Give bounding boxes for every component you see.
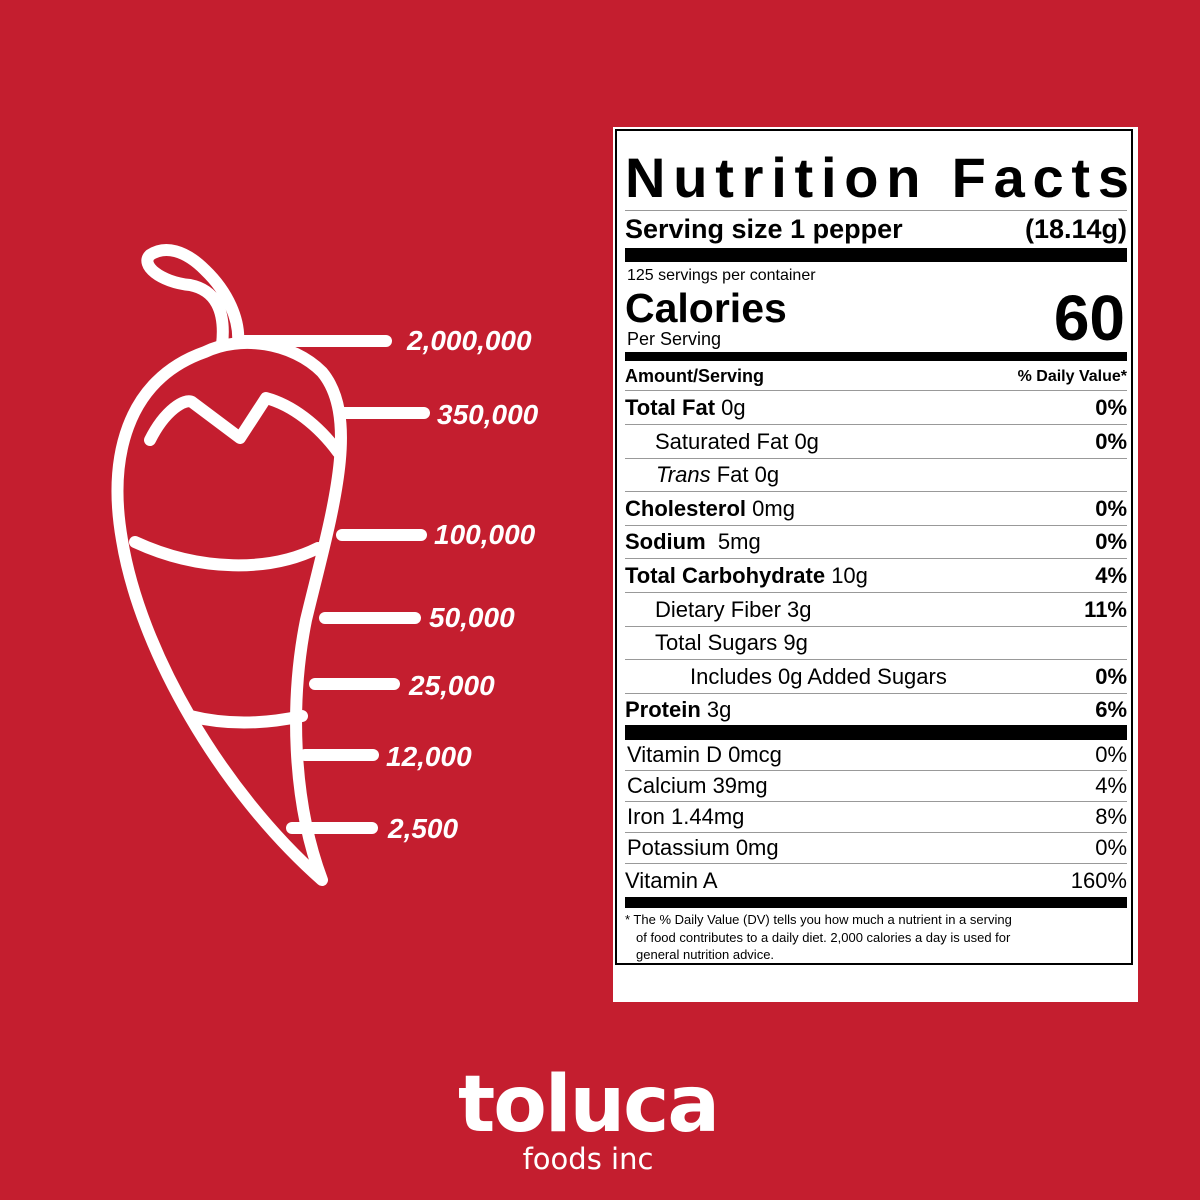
scoville-label: 2,500 bbox=[388, 813, 459, 844]
nutrient-row: Total Sugars 9g bbox=[625, 627, 1127, 660]
nutrient-row: Protein 3g 6% bbox=[625, 694, 1127, 725]
nutrient-dv: 0% bbox=[1095, 495, 1127, 521]
nutrient-row: Sodium 5mg 0% bbox=[625, 526, 1127, 559]
nutrient-amount: 9g bbox=[783, 630, 808, 655]
serving-weight: (18.14g) bbox=[1024, 213, 1127, 244]
nutrient-amount: 3g bbox=[706, 696, 732, 722]
nutrient-row: Saturated Fat 0g 0% bbox=[625, 425, 1127, 459]
divider bbox=[625, 248, 1127, 262]
vitamin-dv: 0% bbox=[1095, 742, 1127, 767]
title-svg: Nutrition Facts bbox=[625, 146, 1129, 205]
brand-tagline: foods inc bbox=[522, 1142, 654, 1176]
nutrient-name: Protein bbox=[625, 696, 701, 722]
nutrient-dv: 0% bbox=[1095, 663, 1127, 689]
scoville-label: 2,000,000 bbox=[407, 325, 532, 356]
divider bbox=[625, 897, 1127, 908]
nutrient-name-italic: Trans bbox=[656, 462, 711, 487]
nutrient-name: Total Fat bbox=[625, 394, 716, 420]
per-serving: Per Serving bbox=[627, 329, 722, 349]
calories: 60 bbox=[1053, 282, 1125, 354]
vitamin-name: Vitamin D 0mcg bbox=[627, 742, 782, 767]
divider bbox=[625, 725, 1127, 740]
nutrient-amount: 0g bbox=[754, 462, 780, 487]
vitamin-row: Potassium 0mg 0% bbox=[625, 833, 1127, 864]
dv-header: % Daily Value* bbox=[1017, 367, 1127, 385]
nutrient-name: Fat bbox=[716, 462, 749, 487]
vitamin-row: Vitamin D 0mcg 0% bbox=[625, 740, 1127, 771]
vitamin-dv: 160% bbox=[1070, 867, 1127, 893]
nutrient-name: Total Carbohydrate bbox=[625, 562, 826, 588]
serving-size: Serving size 1 pepper bbox=[625, 213, 903, 244]
scoville-label: 350,000 bbox=[437, 399, 539, 430]
header-row: Amount/Serving % Daily Value* bbox=[625, 363, 1127, 391]
vitamin-dv: 4% bbox=[1095, 773, 1127, 798]
vitamin-name: Potassium 0mg bbox=[627, 835, 779, 860]
nutrient-amount: 10g bbox=[831, 562, 868, 588]
nutrient-amount: 0g bbox=[794, 428, 819, 454]
footnote: * The % Daily Value (DV) tells you how m… bbox=[625, 912, 1012, 963]
nutrient-dv: 0% bbox=[1095, 529, 1127, 554]
nutrient-amount: 3g bbox=[787, 596, 812, 622]
divider bbox=[625, 352, 1127, 361]
vitamin-row: Vitamin A 160% bbox=[625, 864, 1127, 897]
nutrient-row: Dietary Fiber 3g 11% bbox=[625, 593, 1127, 627]
amount-header: Amount/Serving bbox=[625, 366, 765, 386]
nutrient-dv: 0% bbox=[1095, 428, 1127, 454]
scoville-label: 50,000 bbox=[429, 602, 515, 633]
nutrient-amount: 0g bbox=[721, 394, 746, 420]
scoville-label: 12,000 bbox=[386, 741, 472, 772]
nutrient-name: Dietary Fiber bbox=[655, 596, 781, 622]
nutrient-row: Includes 0g Added Sugars 0% bbox=[625, 660, 1127, 694]
nutrient-row: Trans Fat 0g bbox=[625, 459, 1127, 492]
nutrient-amount: 5mg bbox=[717, 529, 761, 554]
nutrient-name: Cholesterol bbox=[625, 495, 747, 521]
nutrient-row: Total Fat 0g 0% bbox=[625, 391, 1127, 425]
vitamin-dv: 8% bbox=[1095, 804, 1127, 829]
vitamin-row: Iron 1.44mg 8% bbox=[625, 802, 1127, 833]
brand-name: toluca bbox=[457, 1060, 720, 1150]
serving-row: Serving size 1 pepper (18.14g) bbox=[625, 211, 1127, 247]
scoville-label: 100,000 bbox=[434, 519, 536, 550]
nutrient-amount: 0mg bbox=[752, 495, 795, 521]
nutrient-name: Saturated Fat bbox=[655, 428, 789, 454]
nutrition-label: Nutrition Facts Serving size 1 pepper (1… bbox=[613, 127, 1138, 1002]
calories-label: Calories bbox=[625, 285, 787, 331]
nutrient-name: Total Sugars bbox=[655, 630, 778, 655]
scoville-label: 25,000 bbox=[409, 670, 495, 701]
vitamin-dv: 0% bbox=[1095, 835, 1127, 860]
servings: 125 servings per container bbox=[627, 267, 816, 284]
nutrient-dv: 0% bbox=[1095, 394, 1127, 420]
nutrient-name: Sodium bbox=[625, 529, 706, 554]
nutrient-name: Includes 0g Added Sugars bbox=[690, 663, 947, 689]
pepper-illustration bbox=[111, 244, 430, 886]
nutrition-box: Nutrition Facts Serving size 1 pepper (1… bbox=[615, 129, 1133, 965]
nutrient-dv: 6% bbox=[1095, 696, 1127, 722]
title: Nutrition Facts bbox=[625, 146, 1129, 205]
nutrient-dv: 11% bbox=[1084, 596, 1127, 622]
nutrient-row: Total Carbohydrate 10g 4% bbox=[625, 559, 1127, 593]
vitamin-name: Iron 1.44mg bbox=[627, 804, 745, 829]
vitamin-name: Vitamin A bbox=[625, 867, 718, 893]
vitamin-row: Calcium 39mg 4% bbox=[625, 771, 1127, 802]
vitamin-name: Calcium 39mg bbox=[627, 773, 768, 798]
nutrient-dv: 4% bbox=[1095, 562, 1127, 588]
nutrient-row: Cholesterol 0mg 0% bbox=[625, 492, 1127, 526]
